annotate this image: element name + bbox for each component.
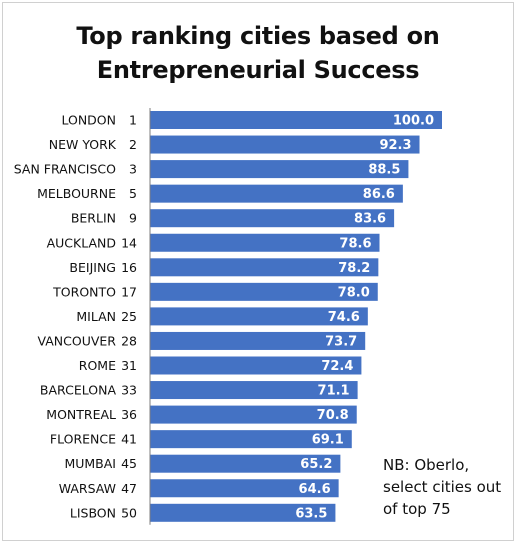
rank-label: 16 xyxy=(121,260,137,275)
rank-label: 17 xyxy=(121,284,137,299)
bar xyxy=(150,331,366,350)
category-label: NEW YORK xyxy=(49,137,117,152)
category-label: SAN FRANCISCO xyxy=(14,162,116,177)
source-note: NB: Oberlo, select cities out of top 75 xyxy=(383,454,503,520)
data-label: 71.1 xyxy=(318,384,350,399)
category-label: BEIJING xyxy=(69,260,116,275)
category-label: FLORENCE xyxy=(50,432,116,447)
data-label: 74.6 xyxy=(328,310,360,325)
data-label: 65.2 xyxy=(300,457,332,472)
data-label: 100.0 xyxy=(393,114,434,129)
rank-label: 28 xyxy=(121,333,137,348)
data-label: 92.3 xyxy=(379,138,411,153)
data-label: 64.6 xyxy=(299,482,331,497)
category-label: MILAN xyxy=(76,309,116,324)
bar xyxy=(150,233,380,252)
category-label: LONDON xyxy=(61,113,116,128)
chart-frame: Top ranking cities based on Entrepreneur… xyxy=(2,2,514,541)
data-label: 70.8 xyxy=(317,408,349,423)
rank-label: 14 xyxy=(121,235,137,250)
category-label: BARCELONA xyxy=(40,383,117,398)
rank-label: 41 xyxy=(121,432,137,447)
bar xyxy=(150,454,341,473)
bar xyxy=(150,184,403,203)
category-label: BERLIN xyxy=(71,211,116,226)
bar xyxy=(150,430,352,449)
category-label: AUCKLAND xyxy=(47,235,116,250)
data-label: 72.4 xyxy=(321,359,353,374)
rank-label: 1 xyxy=(129,113,137,128)
category-label: LISBON xyxy=(70,505,116,520)
data-label: 86.6 xyxy=(363,187,395,202)
chart-title-line-1: Top ranking cities based on xyxy=(76,22,440,50)
bar xyxy=(150,135,420,154)
bar xyxy=(150,209,395,228)
data-label: 73.7 xyxy=(325,334,357,349)
bar xyxy=(150,405,357,424)
data-label: 88.5 xyxy=(368,163,400,178)
note-line-1: NB: Oberlo, xyxy=(383,456,470,474)
bar xyxy=(150,111,442,129)
rank-label: 36 xyxy=(121,407,137,422)
data-label: 63.5 xyxy=(295,506,327,521)
rank-label: 50 xyxy=(121,505,137,520)
rank-label: 3 xyxy=(129,162,137,177)
bar xyxy=(150,356,362,375)
note-line-3: of top 75 xyxy=(383,500,451,518)
note-line-2: select cities out xyxy=(383,478,502,496)
rank-label: 2 xyxy=(129,137,137,152)
category-label: MONTREAL xyxy=(46,407,116,422)
bar xyxy=(150,381,358,400)
data-label: 78.0 xyxy=(338,285,370,300)
bar xyxy=(150,258,379,277)
chart-title-line-2: Entrepreneurial Success xyxy=(96,56,420,84)
rank-label: 9 xyxy=(129,211,137,226)
category-label: VANCOUVER xyxy=(37,333,116,348)
bar xyxy=(150,479,339,498)
category-label: ROME xyxy=(79,358,116,373)
category-label: MELBOURNE xyxy=(37,186,116,201)
rank-label: 33 xyxy=(121,383,137,398)
category-label: MUMBAI xyxy=(64,456,116,471)
bar xyxy=(150,503,336,522)
rank-label: 31 xyxy=(121,358,137,373)
rank-label: 47 xyxy=(121,481,137,496)
bar xyxy=(150,282,378,301)
data-label: 83.6 xyxy=(354,212,386,227)
data-label: 78.6 xyxy=(339,236,371,251)
chart-title: Top ranking cities based on Entrepreneur… xyxy=(3,19,513,87)
rank-label: 5 xyxy=(129,186,137,201)
rank-label: 45 xyxy=(121,456,137,471)
category-label: WARSAW xyxy=(59,481,116,496)
data-label: 78.2 xyxy=(338,261,370,276)
bar xyxy=(150,160,409,179)
category-label: TORONTO xyxy=(52,284,116,299)
rank-label: 25 xyxy=(121,309,137,324)
bar xyxy=(150,307,368,326)
data-label: 69.1 xyxy=(312,433,344,448)
